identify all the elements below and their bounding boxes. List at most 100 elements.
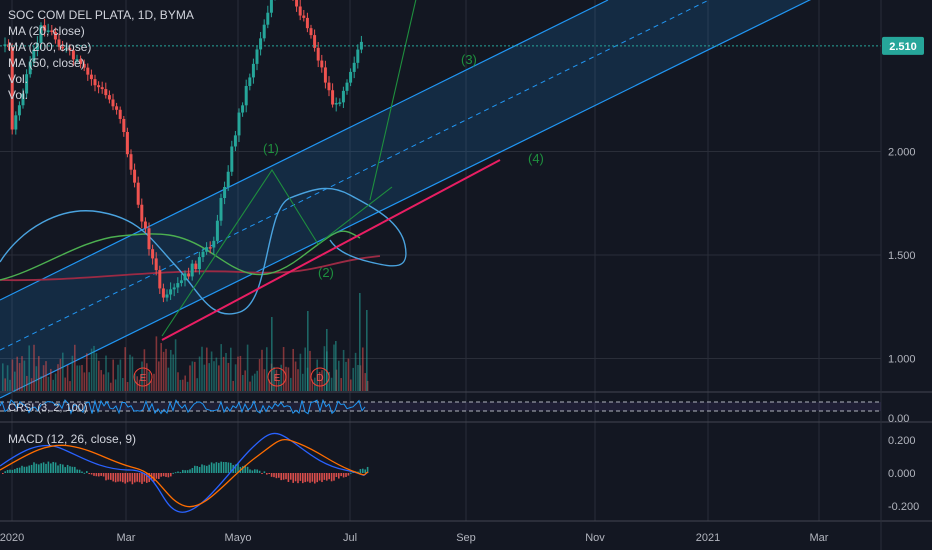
volume-bar [249, 381, 251, 391]
candle-body [201, 251, 205, 258]
macd-histogram-bar [52, 461, 54, 473]
candle-body [262, 24, 266, 39]
macd-histogram-bar [330, 473, 333, 482]
symbol-title[interactable]: SOC COM DEL PLATA, 1D, BYMA [8, 8, 194, 22]
macd-histogram-bar [134, 473, 136, 483]
macd-histogram-bar [194, 465, 196, 473]
volume-bar [42, 365, 45, 391]
macd-line [0, 432, 369, 513]
candle-body [194, 263, 198, 270]
macd-histogram-bar [90, 473, 93, 475]
macd-histogram-bar [309, 473, 311, 483]
candle-body [255, 49, 259, 64]
volume-bar [357, 365, 359, 391]
macd-histogram-bar [155, 473, 158, 479]
macd-histogram-bar [222, 461, 225, 473]
volume-bar [74, 344, 76, 391]
candle-body [136, 182, 140, 205]
volume-bar [203, 364, 206, 391]
macd-histogram-bar [167, 473, 170, 478]
volume-bar [222, 356, 225, 391]
macd-histogram-bar [50, 463, 52, 473]
macd-histogram-bar [62, 464, 64, 473]
volume-bar [162, 351, 165, 391]
candle-body [323, 67, 327, 83]
volume-bar [177, 372, 179, 391]
volume-bar [16, 356, 18, 391]
volume-bar [117, 364, 119, 391]
macd-histogram-bar [364, 469, 366, 473]
macd-histogram-bar [4, 471, 6, 473]
volume-bar [124, 347, 126, 391]
macd-histogram-bar [230, 462, 232, 473]
macd-histogram-bar [333, 473, 335, 481]
volume-bar [50, 368, 52, 391]
volume-bar [215, 357, 218, 391]
ma200-legend[interactable]: MA (200, close) [8, 40, 92, 54]
macd-histogram-bar [189, 469, 191, 473]
volume-bar [81, 364, 83, 391]
macd-histogram-bar [227, 462, 230, 473]
candle-body [140, 204, 144, 222]
macd-histogram-bar [237, 463, 239, 473]
volume-bar [196, 378, 198, 391]
macd-histogram-bar [14, 469, 16, 473]
candle-body [208, 247, 212, 249]
volume-bar [165, 348, 167, 391]
candle-body [97, 85, 101, 88]
candle-body [190, 263, 194, 277]
volume-bar [186, 381, 189, 391]
volume-bar [86, 353, 88, 391]
macd-histogram-bar [342, 473, 345, 478]
volume-bar [352, 367, 354, 391]
candle-body [82, 63, 86, 68]
macd-histogram-bar [311, 473, 314, 482]
macd-histogram-bar [64, 467, 66, 473]
macd-histogram-bar [124, 473, 126, 484]
macd-histogram-bar [59, 463, 62, 473]
candle-body [133, 169, 137, 183]
volume-spike [326, 329, 328, 391]
volume-bar [251, 375, 254, 391]
volume-bar [160, 343, 162, 391]
volume-bar [170, 349, 172, 391]
volume-bar [354, 352, 357, 391]
candles [3, 0, 363, 303]
rsi-band [0, 402, 881, 411]
macd-histogram-bar [28, 465, 30, 473]
volume-bar [198, 356, 201, 391]
volume-bar [2, 363, 4, 391]
ma20-legend[interactable]: MA (20, close) [8, 24, 85, 38]
volume-bar [227, 362, 230, 391]
macd-histogram-bar [162, 473, 165, 477]
event-marker-label: E [140, 373, 147, 384]
volume-bar [311, 379, 314, 391]
macd-histogram-bar [208, 464, 210, 473]
price-tick-label: 1.500 [888, 250, 916, 262]
candle-body [349, 71, 353, 83]
volume-bar [126, 382, 129, 391]
vol-legend-2[interactable]: Vol. [8, 88, 29, 102]
wave-label-4: (4) [528, 151, 544, 166]
macd-histogram-bar [347, 473, 350, 476]
volume-bar [316, 359, 318, 391]
volume-bar [54, 373, 57, 391]
macd-histogram-bar [184, 470, 186, 473]
macd-histogram-bar [57, 465, 59, 473]
candle-body [183, 273, 187, 281]
vol-legend-1[interactable]: Vol. [8, 72, 29, 86]
volume-spike [335, 341, 337, 391]
volume-bar [338, 360, 340, 391]
volume-bar [26, 375, 28, 391]
macd-legend[interactable]: MACD (12, 26, close, 9) [8, 432, 137, 446]
macd-histogram-bar [21, 465, 23, 473]
macd-histogram-bar [273, 473, 275, 478]
macd-histogram-bar [47, 461, 50, 473]
macd-histogram-bar [11, 469, 14, 473]
ma50-legend[interactable]: MA (50, close) [8, 56, 85, 70]
macd-histogram-bar [278, 473, 280, 478]
volume-bar [280, 364, 282, 391]
rsi-legend[interactable]: CRSI (3, 2, 100) [8, 402, 88, 414]
macd-histogram-bar [6, 470, 9, 473]
